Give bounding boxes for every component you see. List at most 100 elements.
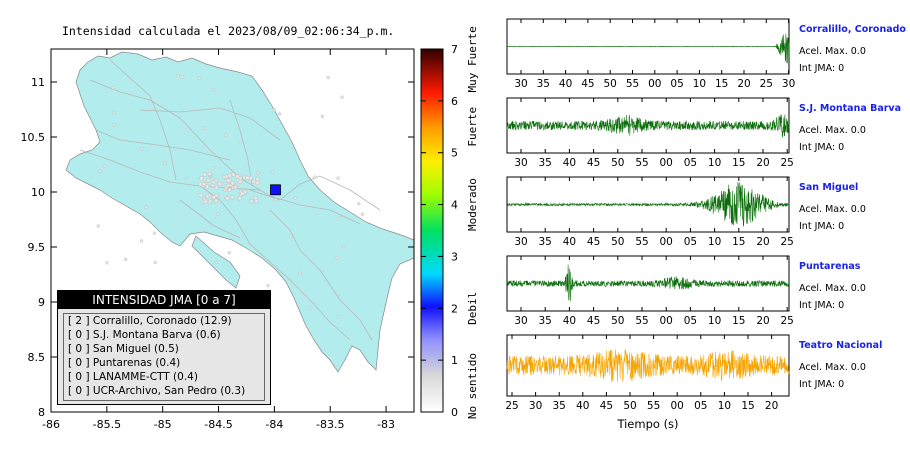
- colorbar-tick-label: 5: [451, 147, 458, 160]
- map-title: Intensidad calculada el 2023/08/09_02:06…: [62, 24, 395, 38]
- station-max-accel: Acel. Max. 0.0: [799, 362, 866, 373]
- settlement-dot: [326, 75, 330, 80]
- trace-tick-label: 30: [782, 78, 795, 90]
- legend-list: [ 2 ] Corralillo, Coronado (12.9) [ 0 ] …: [63, 313, 265, 401]
- trace-tick-label: 10: [708, 236, 721, 248]
- settlement-dot: [289, 234, 293, 238]
- legend-row: [ 0 ] San Miguel (0.5): [68, 343, 179, 355]
- settlement-dot: [273, 198, 278, 202]
- colorbar-ticks: 0 1 2 3 4 5 6 7: [421, 43, 458, 419]
- settlement-dot: [360, 212, 365, 216]
- trace-tick-label: 45: [581, 78, 594, 90]
- trace-tick-label: 15: [732, 157, 745, 169]
- settlement-dot: [293, 196, 297, 200]
- trace-tick-label: 35: [537, 78, 550, 90]
- trace-tick-label: 15: [732, 236, 745, 248]
- settlement-dot: [255, 177, 260, 182]
- settlement-dot: [227, 251, 231, 255]
- settlement-dot: [222, 174, 227, 180]
- settlement-dot: [201, 126, 206, 130]
- trace-tick-label: 35: [539, 236, 552, 248]
- map-y-tick-label: 10: [31, 186, 45, 199]
- trace-tick-label: 50: [611, 315, 624, 327]
- map-y-tick-label: 10.5: [21, 131, 46, 144]
- trace-tick-label: 15: [732, 315, 745, 327]
- trace-tick-label: 00: [660, 236, 673, 248]
- settlement-dot: [226, 178, 231, 183]
- trace-panel: 30 35 40 45 50 55 00 05 10 15 20 25 30: [506, 18, 795, 90]
- trace-tick-label: 15: [741, 400, 754, 412]
- trace-tick-label: 40: [563, 236, 576, 248]
- settlement-dot: [236, 177, 240, 182]
- map-y-tick-label: 11: [31, 76, 45, 89]
- settlement-dot: [342, 244, 346, 248]
- map-axis-ticks: -86 -85.5 -85 -84.5 -84 -83.5 -83 11 10.5 10 9.5 9 8…: [21, 49, 414, 431]
- settlement-dot: [308, 306, 313, 310]
- settlement-dot: [206, 178, 211, 183]
- settlement-dot: [144, 205, 148, 209]
- trace-tick-label: 30: [514, 157, 527, 169]
- trace-tick-label: 45: [600, 400, 613, 412]
- trace-tick-label: 00: [660, 315, 673, 327]
- map-x-tick-label: -84: [265, 418, 283, 431]
- trace-tick-label: 55: [635, 236, 648, 248]
- settlement-dot: [198, 193, 203, 198]
- trace-panel: 25 30 35 40 45 50 55 00 05 10 15 20: [505, 334, 790, 412]
- settlement-dot: [202, 172, 208, 177]
- trace-tick-label: 05: [684, 315, 697, 327]
- map-x-tick-label: -84.5: [204, 418, 232, 431]
- settlement-dot: [211, 180, 216, 185]
- settlement-dot: [184, 176, 189, 181]
- settlement-dot: [266, 284, 270, 288]
- trace-tick-label: 40: [559, 78, 572, 90]
- settlement-dot: [214, 260, 219, 264]
- settlement-dot: [208, 199, 213, 204]
- trace-tick-label: 45: [587, 315, 600, 327]
- trace-panel: 30 35 40 45 50 55 00 05 10 15 20 25: [506, 176, 794, 248]
- trace-tick-label: 55: [626, 78, 639, 90]
- trace-tick-label: 35: [539, 157, 552, 169]
- map-x-tick-label: -86: [42, 418, 60, 431]
- settlement-dot: [105, 261, 109, 265]
- trace-tick-label: 20: [737, 78, 750, 90]
- colorbar-category-label: Muy Fuerte: [466, 26, 479, 92]
- trace-tick-label: 45: [587, 236, 600, 248]
- station-jma-intensity: Int JMA: 0: [799, 63, 845, 74]
- station-max-accel: Acel. Max. 0.0: [799, 204, 866, 215]
- trace-tick-label: 35: [539, 315, 552, 327]
- settlement-dot: [357, 202, 361, 206]
- colorbar-tick-label: 4: [451, 199, 458, 212]
- station-jma-intensity: Int JMA: 0: [799, 221, 845, 232]
- settlement-dot: [197, 76, 201, 80]
- map-x-tick-label: -85.5: [93, 418, 121, 431]
- station-jma-intensity: Int JMA: 0: [799, 142, 845, 153]
- trace-tick-label: 10: [708, 157, 721, 169]
- settlement-dot: [199, 176, 204, 181]
- settlement-dot: [249, 198, 254, 204]
- map-x-tick-label: -85: [154, 418, 172, 431]
- station-name: San Miguel: [799, 182, 859, 193]
- settlement-dot: [245, 175, 250, 180]
- station-max-accel: Acel. Max. 0.0: [799, 283, 866, 294]
- settlement-dot: [336, 314, 340, 319]
- trace-tick-label: 05: [684, 236, 697, 248]
- waveform: [506, 264, 790, 302]
- settlement-dot: [253, 195, 258, 201]
- settlement-dot: [213, 198, 219, 203]
- trace-tick-label: 10: [718, 400, 731, 412]
- settlement-dot: [201, 181, 206, 187]
- station-name: S.J. Montana Barva: [799, 103, 902, 114]
- trace-tick-label: 30: [514, 315, 527, 327]
- settlement-dot: [231, 172, 236, 177]
- settlement-dot: [163, 161, 167, 166]
- settlement-dot: [255, 180, 260, 186]
- settlement-dot: [211, 195, 216, 200]
- settlement-dot: [227, 173, 232, 178]
- station-max-accel: Acel. Max. 0.0: [799, 125, 866, 136]
- map-y-tick-label: 9.5: [28, 241, 46, 254]
- legend-row: [ 0 ] LANAMME-CTT (0.4): [68, 371, 198, 383]
- settlement-dot: [205, 194, 210, 199]
- settlement-dot: [230, 181, 235, 186]
- settlement-dot: [338, 216, 343, 220]
